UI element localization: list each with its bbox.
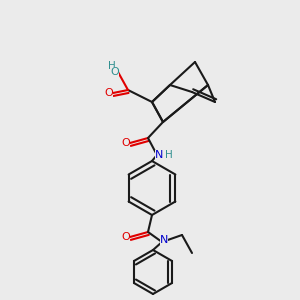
Text: H: H — [108, 61, 116, 71]
Text: H: H — [165, 150, 173, 160]
Text: O: O — [105, 88, 113, 98]
Text: O: O — [122, 138, 130, 148]
Text: O: O — [111, 67, 119, 77]
Text: N: N — [160, 235, 168, 245]
Text: O: O — [122, 232, 130, 242]
Text: N: N — [155, 150, 163, 160]
